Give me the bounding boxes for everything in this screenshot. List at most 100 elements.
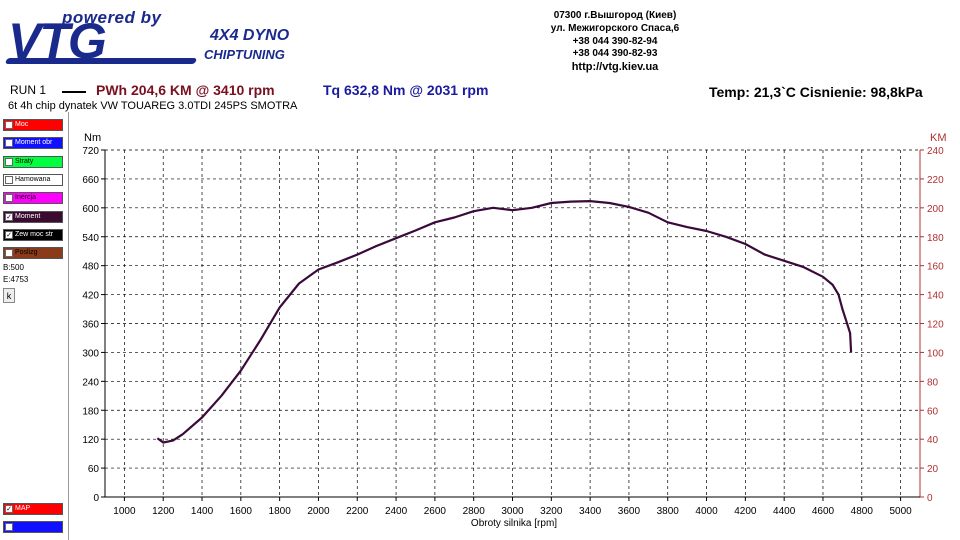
x-tick-label: 3800 <box>657 506 680 517</box>
address-url: http://vtg.kiev.ua <box>571 61 659 73</box>
x-tick-label: 3200 <box>540 506 563 517</box>
address-phone-2: +38 044 390-82-93 <box>572 48 658 59</box>
start-value: B:500 <box>3 263 24 272</box>
legend-label: Moment <box>15 212 41 220</box>
legend-checkbox[interactable] <box>5 194 13 203</box>
legend-checkbox[interactable] <box>5 523 13 531</box>
x-axis-label: Obroty silnika [rpm] <box>471 518 557 529</box>
y-tick-label-right: 60 <box>927 406 939 417</box>
legend-label: Poslizg <box>15 249 38 257</box>
legend-label: Zew moc str <box>15 230 54 238</box>
y-tick-label-right: 160 <box>927 262 944 273</box>
legend-checkbox[interactable] <box>5 175 13 184</box>
y-axis-left-unit: Nm <box>84 132 101 144</box>
legend-item[interactable]: Straty <box>3 155 63 168</box>
legend-item[interactable]: Hamowana <box>3 173 63 186</box>
x-tick-label: 2200 <box>346 506 369 517</box>
conditions: Temp: 21,3`C Cisnienie: 98,8kPa <box>709 84 923 100</box>
y-tick-label-right: 240 <box>927 146 944 157</box>
y-tick-label-left: 420 <box>82 291 99 302</box>
x-tick-label: 5000 <box>889 506 912 517</box>
x-tick-label: 2600 <box>424 506 447 517</box>
x-tick-labels: 1000 1200 1400 1600 1800 2000 2200 2400 2600 2800… <box>113 497 912 517</box>
legend-label: Inercja <box>15 194 37 202</box>
legend-item[interactable]: ✓ Moment <box>3 210 63 223</box>
x-tick-label: 3400 <box>579 506 602 517</box>
y-tick-label-right: 100 <box>927 348 944 359</box>
x-tick-label: 1000 <box>113 506 136 517</box>
panel-divider <box>68 112 69 540</box>
y-tick-labels-left: 0 60 120 180 240 300 360 420 480 540 600 660 720 <box>82 146 105 504</box>
y-tick-label-left: 720 <box>82 146 99 157</box>
y-tick-label-right: 120 <box>927 320 944 331</box>
legend-label: Hamowana <box>15 175 51 183</box>
y-tick-labels-right: 0 20 40 60 80 100 120 140 160 180 200 220 240 <box>920 146 944 504</box>
test-subtitle: 6t 4h chip dynatek VW TOUAREG 3.0TDI 245… <box>8 100 298 112</box>
y-tick-label-right: 180 <box>927 233 944 244</box>
y-tick-label-left: 180 <box>82 406 99 417</box>
address-phone-1: +38 044 390-82-94 <box>572 36 658 47</box>
x-tick-label: 3600 <box>618 506 641 517</box>
legend-item[interactable]: Poslizg <box>3 247 63 260</box>
y-tick-label-left: 360 <box>82 320 99 331</box>
legend-item[interactable]: Moc <box>3 119 63 131</box>
legend-label: Moment obr <box>15 139 53 147</box>
legend-label: Straty <box>15 157 34 165</box>
legend-item[interactable]: ✓ Zew moc str <box>3 228 63 241</box>
x-tick-label: 4800 <box>851 506 874 517</box>
logo-4x4-dyno: 4X4 DYNO <box>210 27 290 44</box>
y-tick-label-left: 480 <box>82 262 99 273</box>
torque-result: Tq 632,8 Nm @ 2031 rpm <box>323 82 489 98</box>
torque-curve <box>156 200 853 444</box>
grid-horizontal <box>105 149 920 469</box>
legend-item[interactable]: Inercja <box>3 192 63 205</box>
legend-bottom-item[interactable]: ✓ MAP <box>3 503 63 515</box>
y-tick-label-left: 600 <box>82 204 99 215</box>
y-tick-label-left: 120 <box>82 435 99 446</box>
y-tick-label-right: 40 <box>927 435 939 446</box>
x-tick-label: 1600 <box>230 506 253 517</box>
legend-label: MAP <box>15 505 31 512</box>
x-tick-label: 2800 <box>463 506 486 517</box>
y-tick-label-right: 80 <box>927 377 939 388</box>
legend-checkbox[interactable]: ✓ <box>5 212 13 221</box>
k-button[interactable]: k <box>3 288 15 303</box>
y-tick-label-left: 300 <box>82 348 99 359</box>
x-tick-label: 1200 <box>152 506 175 517</box>
logo-chiptuning: CHIPTUNING <box>204 47 285 62</box>
legend-checkbox[interactable]: ✓ <box>5 230 13 239</box>
legend-checkbox[interactable]: ✓ <box>5 505 13 513</box>
run-label: RUN 1 <box>10 83 47 97</box>
y-tick-label-left: 660 <box>82 175 99 186</box>
y-tick-label-right: 220 <box>927 175 944 186</box>
legend-checkbox[interactable] <box>5 139 13 148</box>
legend-bottom-item[interactable] <box>3 521 63 533</box>
logo-powered-by: powered by <box>62 8 162 27</box>
x-tick-label: 4600 <box>812 506 835 517</box>
x-tick-label: 1400 <box>191 506 214 517</box>
x-tick-label: 4400 <box>773 506 796 517</box>
x-tick-label: 2000 <box>307 506 330 517</box>
legend-checkbox[interactable] <box>5 157 13 166</box>
legend-label: Moc <box>15 121 29 128</box>
legend-checkbox[interactable] <box>5 249 13 258</box>
y-tick-label-right: 20 <box>927 464 939 475</box>
x-tick-label: 2400 <box>385 506 408 517</box>
y-tick-label-right: 140 <box>927 291 944 302</box>
power-result: PWh 204,6 KM @ 3410 rpm <box>96 82 275 98</box>
legend-item[interactable]: Moment obr <box>3 137 63 150</box>
run-line-sample <box>62 91 86 93</box>
x-tick-label: 4000 <box>695 506 718 517</box>
y-tick-label-left: 540 <box>82 233 99 244</box>
y-axis-right-unit: KM <box>930 132 947 144</box>
y-tick-label-left: 60 <box>88 464 100 475</box>
x-tick-label: 4200 <box>734 506 757 517</box>
address-street: ул. Межигорского Спаса,6 <box>550 23 680 34</box>
logo-vtg: VTG <box>8 13 107 69</box>
x-tick-label: 1800 <box>269 506 292 517</box>
end-value: E:4753 <box>3 275 29 284</box>
legend-checkbox[interactable] <box>5 121 13 129</box>
y-tick-label-right: 200 <box>927 204 944 215</box>
address-city: 07300 г.Вышгород (Киев) <box>553 10 677 21</box>
